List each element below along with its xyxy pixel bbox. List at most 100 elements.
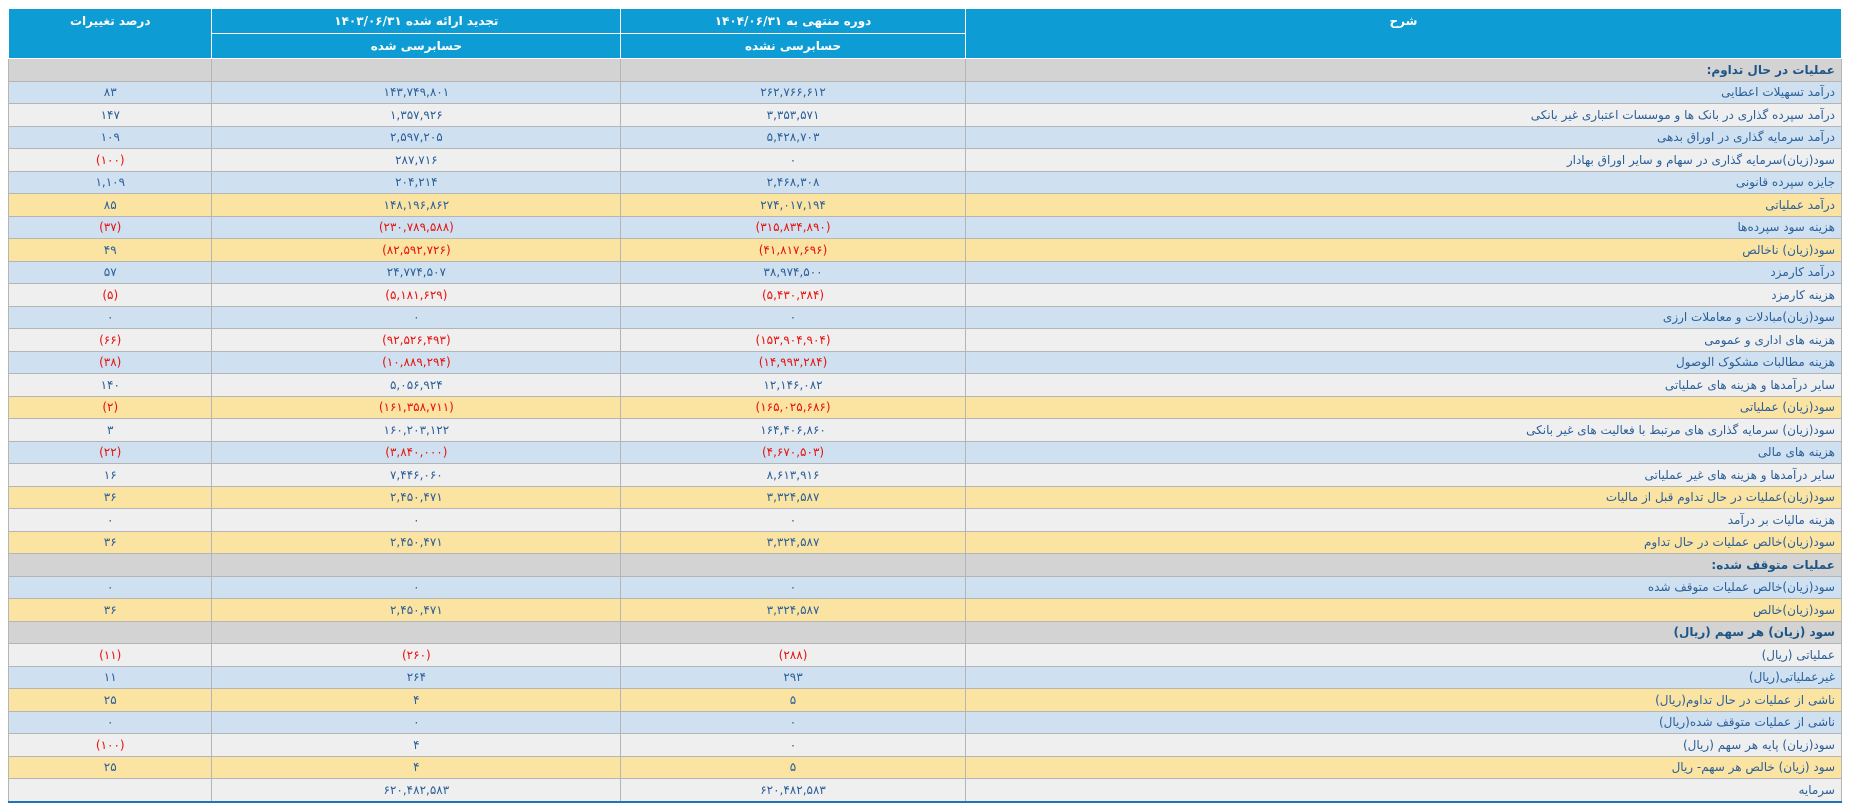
value-restated-period: ۴: [211, 688, 622, 712]
value-percent-change: (۲): [7, 395, 213, 419]
row-label: سود(زیان)مبادلات و معاملات ارزی: [964, 305, 1843, 329]
value-current-period: ۳,۳۲۴,۵۸۷: [620, 485, 966, 509]
col-header-restated-status: حسابرسی شده: [211, 33, 622, 59]
value-percent-change: (۶۶): [7, 328, 213, 352]
header-row-period: شرح دوره منتهی به ۱۴۰۴/۰۶/۳۱ تجدید ارائه…: [7, 8, 1843, 59]
row-label: سود(زیان) عملیاتی: [964, 395, 1843, 419]
row-label: جایزه سپرده قانونی: [964, 170, 1843, 194]
col-header-description: شرح: [964, 8, 1843, 59]
value-current-period: ۲۹۳: [620, 665, 966, 689]
row-label: سود(زیان) پایه هر سهم (ریال): [964, 733, 1843, 757]
value-percent-change: (۱۰۰): [7, 733, 213, 757]
table-row: سود(زیان)خالص ۳,۳۲۴,۵۸۷ ۲,۴۵۰,۴۷۱ ۳۶: [7, 598, 1843, 622]
value-restated-period: ۰: [211, 508, 622, 532]
value-percent-change: ۳۶: [7, 530, 213, 554]
row-label: ناشی از عملیات در حال تداوم(ریال): [964, 688, 1843, 712]
table-row: سود(زیان)خالص عملیات در حال تداوم ۳,۳۲۴,۵…: [7, 530, 1843, 554]
table-row: سایر درآمدها و هزینه های غیر عملیاتی ۸,۶۱…: [7, 463, 1843, 487]
value-current-period: ۳۸,۹۷۴,۵۰۰: [620, 260, 966, 284]
value-percent-change: (۱۱): [7, 643, 213, 667]
table-row: درآمد کارمزد ۳۸,۹۷۴,۵۰۰ ۲۴,۷۷۴,۵۰۷ ۵۷: [7, 260, 1843, 284]
value-percent-change: ۱۶: [7, 463, 213, 487]
row-label: سود(زیان)خالص عملیات متوقف شده: [964, 575, 1843, 599]
value-percent-change: ۲۵: [7, 755, 213, 779]
value-current-period: ۵: [620, 688, 966, 712]
value-restated-period: ۱۴۳,۷۴۹,۸۰۱: [211, 80, 622, 104]
value-current-period: ۳,۳۲۴,۵۸۷: [620, 598, 966, 622]
value-current-period: ۰: [620, 305, 966, 329]
value-current-period: ۸,۶۱۳,۹۱۶: [620, 463, 966, 487]
value-restated-period: (۵,۱۸۱,۶۲۹): [211, 283, 622, 307]
row-label: درآمد عملیاتی: [964, 193, 1843, 217]
row-label: عملیاتی (ریال): [964, 643, 1843, 667]
value-current-period: (۲۸۸): [620, 643, 966, 667]
table-body: عملیات در حال تداوم: درآمد تسهیلات اعطایی…: [7, 58, 1843, 802]
value-percent-change: ۰: [7, 305, 213, 329]
row-label: عملیات متوقف شده:: [964, 553, 1843, 577]
row-label: سود(زیان)سرمایه گذاری در سهام و سایر اور…: [964, 148, 1843, 172]
row-label: سایر درآمدها و هزینه های غیر عملیاتی: [964, 463, 1843, 487]
value-current-period: (۴,۶۷۰,۵۰۳): [620, 440, 966, 464]
value-restated-period: ۰: [211, 575, 622, 599]
table-row: هزینه های مالی (۴,۶۷۰,۵۰۳) (۳,۸۴۰,۰۰۰) (۲۲): [7, 440, 1843, 464]
value-restated-period: ۴: [211, 733, 622, 757]
section-row: عملیات متوقف شده:: [7, 553, 1843, 577]
table-row: سود(زیان) پایه هر سهم (ریال) ۰ ۴ (۱۰۰): [7, 733, 1843, 757]
value-restated-period: (۸۲,۵۹۲,۷۲۶): [211, 238, 622, 262]
value-percent-change: [7, 620, 213, 644]
table-row: درآمد سپرده گذاری در بانک ها و موسسات اع…: [7, 103, 1843, 127]
value-percent-change: ۵۷: [7, 260, 213, 284]
row-label: سود (زیان) خالص هر سهم- ریال: [964, 755, 1843, 779]
value-restated-period: [211, 58, 622, 82]
value-restated-period: ۲,۵۹۷,۲۰۵: [211, 125, 622, 149]
table-header: شرح دوره منتهی به ۱۴۰۴/۰۶/۳۱ تجدید ارائه…: [7, 8, 1843, 59]
table-row: سود(زیان)خالص عملیات متوقف شده ۰ ۰ ۰: [7, 575, 1843, 599]
table-row: درآمد عملیاتی ۲۷۴,۰۱۷,۱۹۴ ۱۴۸,۱۹۶,۸۶۲ ۸۵: [7, 193, 1843, 217]
value-current-period: ۳,۳۲۴,۵۸۷: [620, 530, 966, 554]
value-restated-period: (۳,۸۴۰,۰۰۰): [211, 440, 622, 464]
value-restated-period: ۵,۰۵۶,۹۲۴: [211, 373, 622, 397]
value-current-period: ۵,۴۲۸,۷۰۳: [620, 125, 966, 149]
value-percent-change: ۲۵: [7, 688, 213, 712]
value-percent-change: [7, 778, 213, 802]
row-label: هزینه مالیات بر درآمد: [964, 508, 1843, 532]
row-label: سود(زیان)عملیات در حال تداوم قبل از مالی…: [964, 485, 1843, 509]
value-percent-change: [7, 553, 213, 577]
value-restated-period: ۱۴۸,۱۹۶,۸۶۲: [211, 193, 622, 217]
row-label: سود(زیان) ناخالص: [964, 238, 1843, 262]
value-restated-period: (۲۶۰): [211, 643, 622, 667]
table-row: درآمد تسهیلات اعطایی ۲۶۲,۷۶۶,۶۱۲ ۱۴۳,۷۴۹,۸…: [7, 80, 1843, 104]
value-percent-change: (۳۷): [7, 215, 213, 239]
value-restated-period: ۰: [211, 305, 622, 329]
value-percent-change: (۱۰۰): [7, 148, 213, 172]
value-percent-change: ۴۹: [7, 238, 213, 262]
value-percent-change: ۱۱: [7, 665, 213, 689]
value-percent-change: ۳۶: [7, 598, 213, 622]
value-percent-change: ۱۴۰: [7, 373, 213, 397]
value-current-period: ۲,۴۶۸,۳۰۸: [620, 170, 966, 194]
col-header-percent-change: درصد تغییرات: [7, 8, 213, 59]
value-current-period: ۱۶۴,۴۰۶,۸۶۰: [620, 418, 966, 442]
value-current-period: ۱۲,۱۴۶,۰۸۲: [620, 373, 966, 397]
table-row: سود(زیان) سرمایه گذاری های مرتبط با فعال…: [7, 418, 1843, 442]
row-label: هزینه مطالبات مشکوک الوصول: [964, 350, 1843, 374]
value-percent-change: ۰: [7, 508, 213, 532]
value-current-period: (۱۶۵,۰۲۵,۶۸۶): [620, 395, 966, 419]
table-row: جایزه سپرده قانونی ۲,۴۶۸,۳۰۸ ۲۰۴,۲۱۴ ۱,۱۰۹: [7, 170, 1843, 194]
table-row: درآمد سرمایه گذاری در اوراق بدهی ۵,۴۲۸,۷۰…: [7, 125, 1843, 149]
col-header-restated-period: تجدید ارائه شده ۱۴۰۳/۰۶/۳۱: [211, 8, 622, 34]
value-current-period: [620, 620, 966, 644]
col-header-current-status: حسابرسی نشده: [620, 33, 966, 59]
value-current-period: (۴۱,۸۱۷,۶۹۶): [620, 238, 966, 262]
value-restated-period: ۲,۴۵۰,۴۷۱: [211, 485, 622, 509]
row-label: هزینه های اداری و عمومی: [964, 328, 1843, 352]
value-restated-period: ۲۴,۷۷۴,۵۰۷: [211, 260, 622, 284]
value-percent-change: (۲۲): [7, 440, 213, 464]
value-restated-period: ۲۰۴,۲۱۴: [211, 170, 622, 194]
value-current-period: (۱۵۳,۹۰۴,۹۰۴): [620, 328, 966, 352]
value-percent-change: (۳۸): [7, 350, 213, 374]
value-percent-change: ۰: [7, 710, 213, 734]
header-row-audit-status: حسابرسی نشده حسابرسی شده: [9, 33, 1842, 59]
value-restated-period: ۲,۴۵۰,۴۷۱: [211, 530, 622, 554]
table-row: سایر درآمدها و هزینه های عملیاتی ۱۲,۱۴۶,۰…: [7, 373, 1843, 397]
